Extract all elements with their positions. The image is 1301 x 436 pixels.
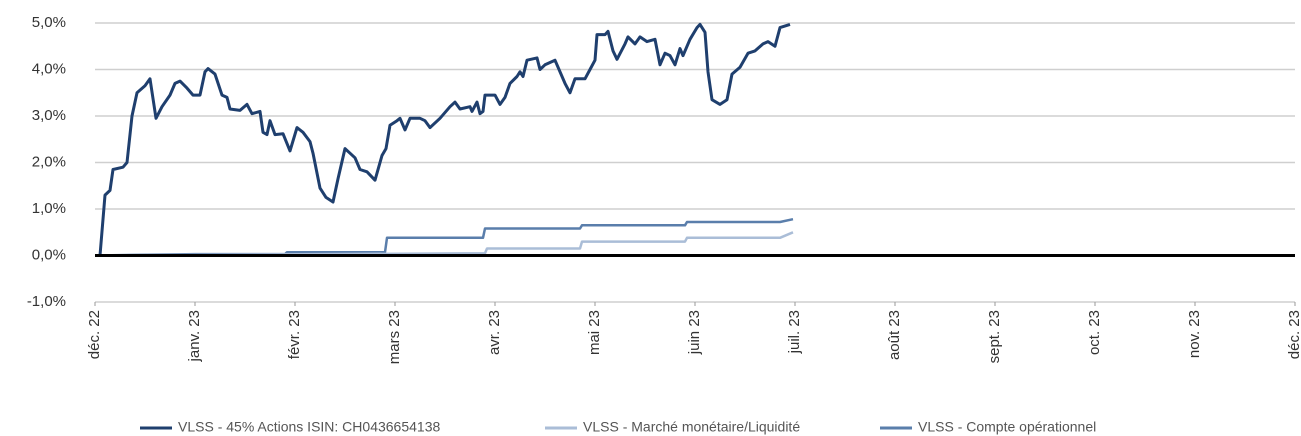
x-tick-label: janv. 23	[186, 310, 203, 362]
x-tick-label: mars 23	[386, 310, 403, 364]
x-tick-label: juin 23	[686, 310, 703, 355]
y-tick-label: -1,0%	[27, 293, 66, 310]
y-tick-label: 5,0%	[32, 14, 66, 31]
legend-label: VLSS - Marché monétaire/Liquidité	[583, 419, 800, 435]
legend-label: VLSS - Compte opérationnel	[918, 419, 1096, 435]
y-tick-label: 0,0%	[32, 246, 66, 263]
x-tick-label: avr. 23	[486, 310, 503, 355]
series-line	[98, 22, 791, 256]
x-tick-label: août 23	[886, 310, 903, 360]
y-tick-label: 2,0%	[32, 153, 66, 170]
legend-label: VLSS - 45% Actions ISIN: CH0436654138	[178, 419, 440, 435]
x-tick-label: juil. 23	[786, 310, 803, 354]
y-tick-label: 4,0%	[32, 60, 66, 77]
y-tick-label: 1,0%	[32, 200, 66, 217]
y-tick-label: 3,0%	[32, 107, 66, 124]
series-line	[94, 231, 794, 257]
x-tick-label: oct. 23	[1086, 310, 1103, 355]
x-tick-label: sept. 23	[986, 310, 1003, 363]
x-tick-label: mai 23	[586, 310, 603, 355]
x-tick-label: déc. 22	[86, 310, 103, 359]
x-tick-label: nov. 23	[1186, 310, 1203, 358]
x-tick-label: févr. 23	[286, 310, 303, 359]
x-tick-label: déc. 23	[1286, 310, 1301, 359]
